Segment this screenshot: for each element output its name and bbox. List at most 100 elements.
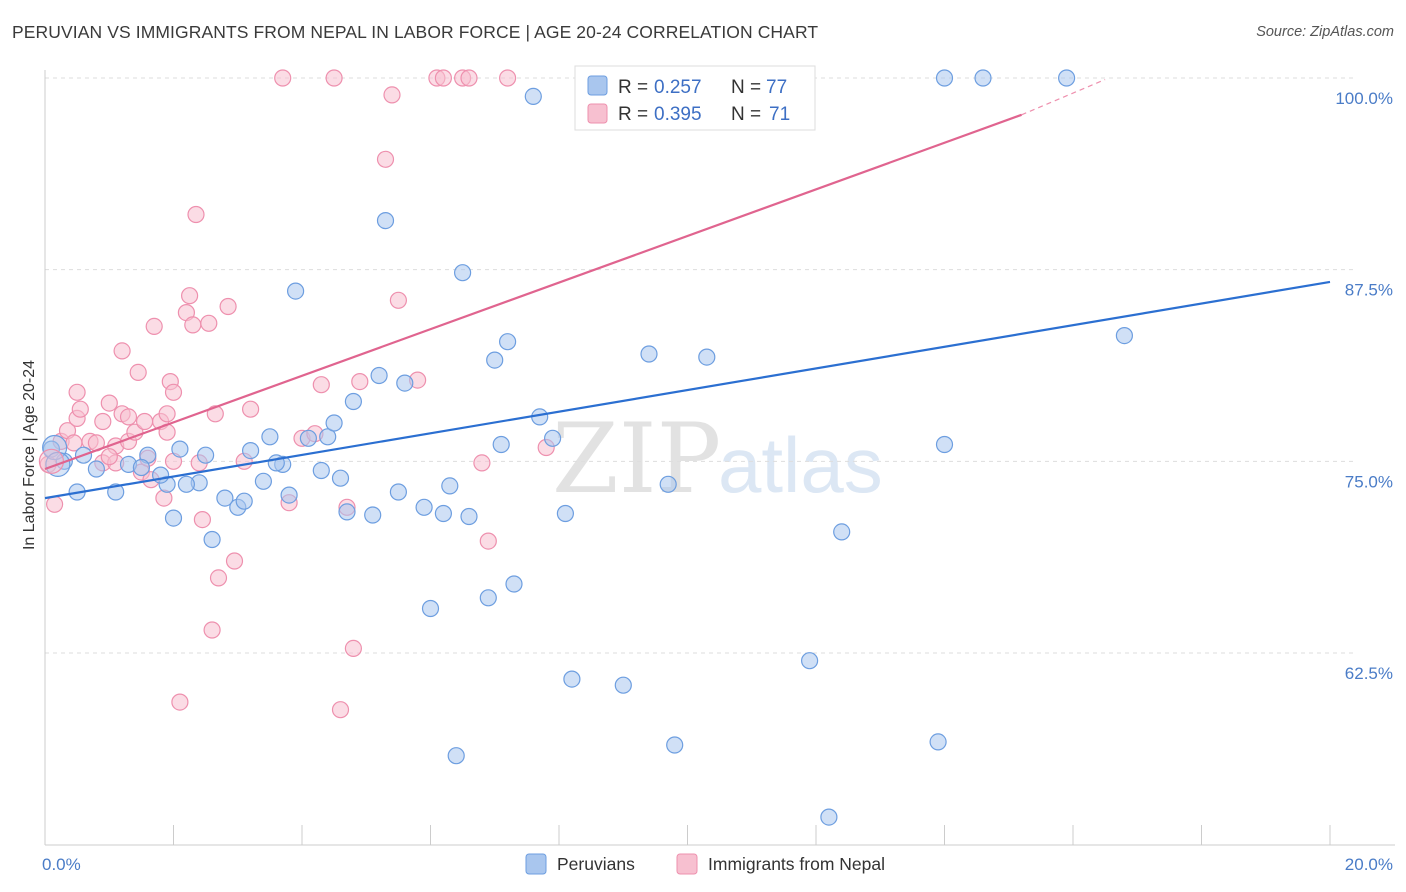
peruvian-point-41 — [461, 509, 477, 525]
peruvian-point-55 — [641, 346, 657, 362]
peruvian-point-26 — [326, 415, 342, 431]
y-tick-label-2: 75.0% — [1345, 472, 1393, 491]
nepal-point-35 — [182, 288, 198, 304]
gridlines — [45, 78, 1355, 653]
legend-n-value-2: 71 — [769, 104, 790, 125]
peruvian-point-7 — [133, 460, 149, 476]
nepal-point-38 — [194, 512, 210, 528]
peruvian-point-66 — [930, 734, 946, 750]
peruvian-point-67 — [937, 437, 953, 453]
nepal-point-66 — [500, 70, 516, 86]
y-tick-labels: 100.0% 87.5% 75.0% 62.5% — [1335, 89, 1393, 683]
nepal-point-7 — [72, 401, 88, 417]
nepal-point-20 — [130, 364, 146, 380]
nepal-point-17 — [121, 409, 137, 425]
nepal-point-31 — [166, 384, 182, 400]
legend-r-label-1: R = — [618, 77, 648, 98]
peruvian-point-3 — [88, 461, 104, 477]
nepal-point-56 — [378, 151, 394, 167]
peruvian-point-17 — [243, 443, 259, 459]
nepal-point-54 — [345, 640, 361, 656]
peruvian-point-47 — [525, 88, 541, 104]
legend-n-label-2: N = — [731, 104, 761, 125]
peruvian-point-50 — [557, 506, 573, 522]
nepal-point-63 — [461, 70, 477, 86]
bottom-legend-swatch-nepal — [677, 854, 697, 874]
legend-r-value-1: 0.257 — [654, 77, 702, 98]
peruvian-point-13 — [204, 532, 220, 548]
peruvian-point-71 — [1116, 328, 1132, 344]
nepal-point-16 — [114, 343, 130, 359]
peruvian-point-68 — [937, 70, 953, 86]
nepal-point-52 — [333, 702, 349, 718]
peruvian-point-69 — [975, 70, 991, 86]
nepal-point-44 — [227, 553, 243, 569]
cluster-marker-2 — [39, 449, 63, 473]
nepal-point-65 — [480, 533, 496, 549]
nepal-point-70 — [101, 449, 117, 465]
x-tick-label-1: 20.0% — [1345, 855, 1393, 874]
nepal-point-22 — [137, 414, 153, 430]
legend-n-label-1: N = — [731, 77, 761, 98]
bottom-legend-label-peruvians: Peruvians — [557, 854, 635, 874]
peruvian-point-70 — [1059, 70, 1075, 86]
x-tick-label-0: 0.0% — [42, 855, 81, 874]
legend-r-label-2: R = — [618, 104, 648, 125]
peruvian-point-29 — [345, 394, 361, 410]
y-tick-label-1: 87.5% — [1345, 281, 1393, 300]
nepal-point-12 — [101, 395, 117, 411]
nepal-point-46 — [243, 401, 259, 417]
peruvian-point-22 — [288, 283, 304, 299]
nepal-point-55 — [352, 374, 368, 390]
peruvian-point-49 — [545, 430, 561, 446]
nepal-point-1 — [47, 496, 63, 512]
peruvian-point-21 — [281, 487, 297, 503]
nepal-point-25 — [146, 318, 162, 334]
peruvian-point-28 — [339, 504, 355, 520]
nepal-point-50 — [313, 377, 329, 393]
bottom-legend: Peruvians Immigrants from Nepal — [526, 854, 885, 874]
nepal-point-40 — [204, 622, 220, 638]
y-tick-label-0: 100.0% — [1335, 89, 1393, 108]
nepal-point-51 — [326, 70, 342, 86]
nepal-point-58 — [390, 292, 406, 308]
watermark: ZIP atlas — [552, 403, 883, 515]
series-nepal-points — [40, 70, 554, 718]
peruvian-point-33 — [390, 484, 406, 500]
nepal-point-11 — [95, 414, 111, 430]
peruvian-point-16 — [236, 493, 252, 509]
peruvian-point-58 — [667, 737, 683, 753]
peruvian-point-54 — [615, 677, 631, 693]
watermark-atlas: atlas — [718, 421, 883, 509]
peruvian-point-43 — [487, 352, 503, 368]
peruvian-point-51 — [564, 671, 580, 687]
peruvian-point-19 — [262, 429, 278, 445]
legend-box: R = 0.257 N = 77 R = 0.395 N = 71 — [575, 66, 815, 130]
y-axis-label: In Labor Force | Age 20-24 — [21, 360, 38, 550]
peruvian-point-63 — [802, 653, 818, 669]
peruvian-point-60 — [699, 349, 715, 365]
peruvian-point-24 — [313, 463, 329, 479]
nepal-point-28 — [159, 406, 175, 422]
nepal-point-64 — [474, 455, 490, 471]
peruvian-point-12 — [198, 447, 214, 463]
nepal-point-33 — [172, 694, 188, 710]
peruvian-point-38 — [442, 478, 458, 494]
peruvian-point-34 — [397, 375, 413, 391]
nepal-point-37 — [188, 207, 204, 223]
legend-n-value-1: 77 — [766, 77, 787, 98]
bottom-legend-label-nepal: Immigrants from Nepal — [708, 854, 885, 874]
peruvian-point-65 — [834, 524, 850, 540]
peruvian-point-10 — [166, 510, 182, 526]
peruvian-point-23 — [300, 430, 316, 446]
legend-swatch-nepal — [588, 104, 607, 123]
nepal-point-42 — [211, 570, 227, 586]
scatter-chart: ZIP atlas 100.0%87.5%75.0%62.5% 0.0% 20.0… — [0, 0, 1406, 892]
peruvian-point-40 — [455, 265, 471, 281]
nepal-point-61 — [435, 70, 451, 86]
peruvian-point-9 — [172, 441, 188, 457]
legend-swatch-peruvians — [588, 76, 607, 95]
peruvian-point-18 — [255, 473, 271, 489]
peruvian-point-32 — [378, 213, 394, 229]
peruvian-point-35 — [416, 499, 432, 515]
